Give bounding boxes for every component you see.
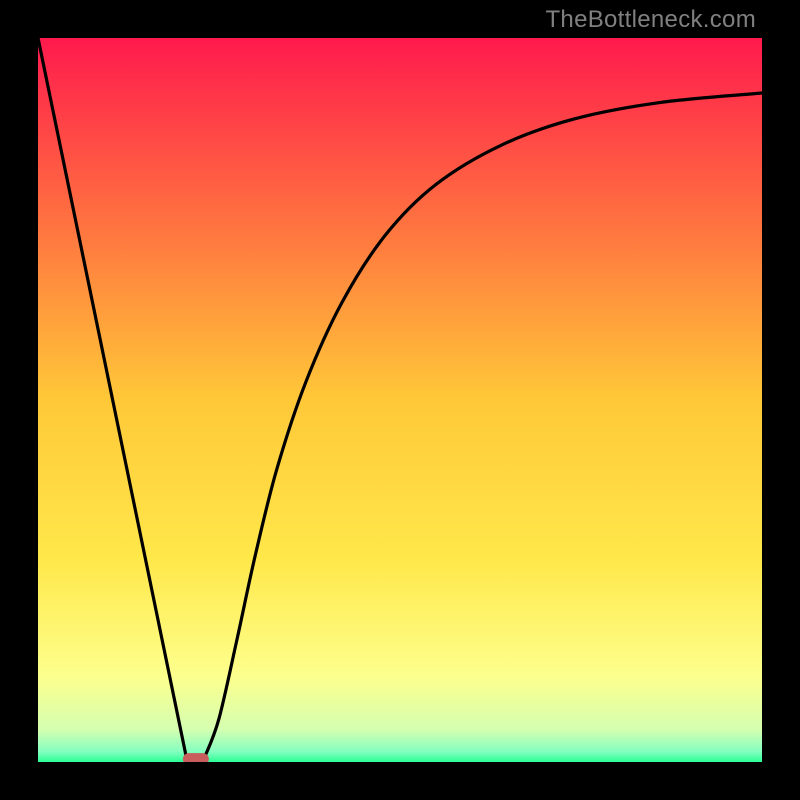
gradient-background xyxy=(38,38,762,762)
chart-container: TheBottleneck.com xyxy=(0,0,800,800)
watermark-text: TheBottleneck.com xyxy=(545,6,756,34)
plot-svg xyxy=(38,38,762,762)
valley-marker xyxy=(183,753,209,762)
